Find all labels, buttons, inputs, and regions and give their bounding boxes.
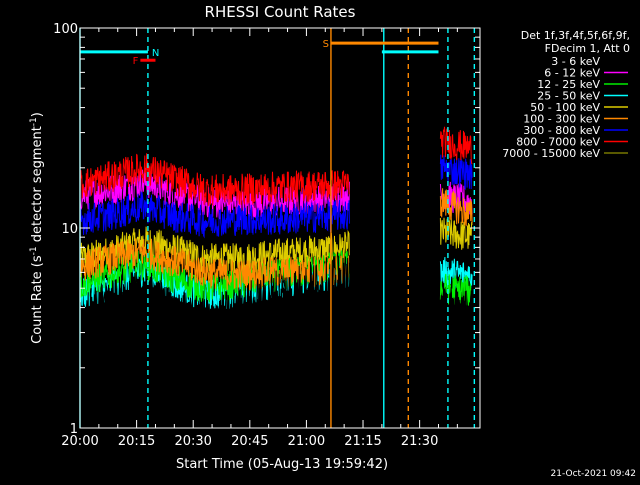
marker-layer: N F S: [80, 39, 439, 67]
y-tick-label-0: 1: [70, 422, 78, 437]
flag-label-0: N: [152, 48, 159, 59]
tick-layer: 20:00 20:15 20:30 20:45 21:00 21:15 21:30 1 10 10…: [53, 22, 480, 449]
x-tick-label-2: 20:30: [174, 434, 211, 449]
legend-label-1: 6 - 12 keV: [544, 67, 600, 80]
series-line-6-seg-1: [439, 154, 473, 191]
vline-layer: [79, 28, 476, 428]
y-axis-label-sup2: -1: [29, 117, 39, 126]
legend-label-2: 12 - 25 keV: [537, 78, 600, 91]
x-tick-label-4: 21:00: [288, 434, 325, 449]
series-line-4-seg-1: [439, 217, 473, 250]
y-tick-label-1: 10: [61, 222, 78, 237]
y-axis-label-tail: detector segment: [30, 126, 45, 246]
timestamp: 21-Oct-2021 09:42: [551, 469, 636, 479]
legend-header-fdecim: FDecim 1, Att 0: [545, 42, 630, 55]
series-line-0-seg-1: [439, 283, 473, 351]
x-axis-label: Start Time (05-Aug-13 19:59:42): [176, 457, 388, 472]
chart-title: RHESSI Count Rates: [205, 3, 356, 21]
y-axis-label: Count Rate (s-1 detector segment-1): [29, 112, 45, 344]
y-axis-label-close: ): [30, 112, 45, 117]
legend: Det 1f,3f,4f,5f,6f,9f,FDecim 1, Att 03 -…: [502, 29, 630, 160]
legend-label-3: 25 - 50 keV: [537, 90, 600, 103]
flag-label-2: S: [323, 39, 329, 50]
flag-label-1: F: [133, 56, 139, 67]
series-line-4-seg-0: [79, 226, 350, 276]
series-line-6-seg-0: [79, 191, 350, 239]
x-tick-label-1: 20:15: [118, 434, 155, 449]
series-line-7-seg-1: [439, 126, 473, 165]
legend-label-4: 50 - 100 keV: [530, 101, 600, 114]
y-axis-label-main: Count Rate (s: [30, 255, 45, 344]
x-tick-label-0: 20:00: [61, 434, 98, 449]
x-tick-label-3: 20:45: [231, 434, 268, 449]
data-layer: [79, 126, 473, 360]
legend-label-7: 800 - 7000 keV: [516, 136, 600, 149]
y-axis-label-sup: -1: [29, 246, 39, 255]
x-tick-label-5: 21:15: [344, 434, 381, 449]
legend-label-8: 7000 - 15000 keV: [502, 147, 600, 160]
series-line-7-seg-0: [79, 153, 350, 206]
legend-label-0: 3 - 6 keV: [551, 55, 600, 68]
legend-label-6: 300 - 800 keV: [523, 124, 600, 137]
legend-label-5: 100 - 300 keV: [523, 113, 600, 126]
y-tick-label-2: 100: [53, 22, 78, 37]
series-line-0-seg-0: [79, 255, 350, 360]
series-line-5-seg-1: [439, 188, 473, 227]
legend-header-detectors: Det 1f,3f,4f,5f,6f,9f,: [521, 29, 630, 42]
x-tick-label-6: 21:30: [401, 434, 438, 449]
